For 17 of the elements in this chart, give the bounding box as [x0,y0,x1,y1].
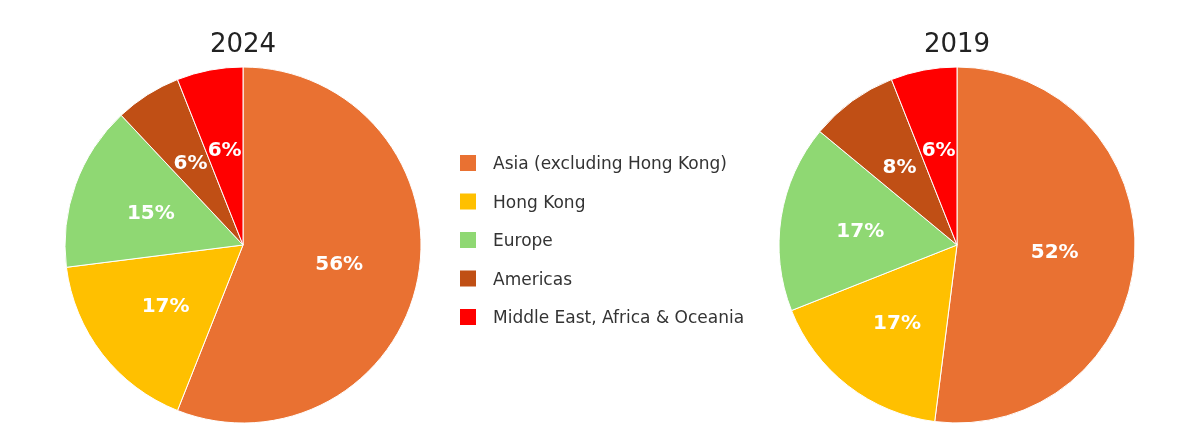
chart-title: 2019 [923,28,991,58]
data-label: 8% [882,153,917,178]
data-label: 17% [141,293,190,317]
legend-label: Americas [493,268,573,289]
legend-label: Europe [493,230,553,250]
data-label: 6% [921,136,956,161]
legend-label: Hong Kong [493,191,586,212]
data-label: 52% [1030,239,1079,264]
data-label: 6% [173,150,208,175]
legend-label: Middle East, Africa & Oceania [493,307,745,327]
data-label: 17% [836,217,885,242]
data-label: 17% [873,310,921,335]
data-label: 6% [207,136,242,161]
chart-title: 2024 [209,28,277,58]
data-label: 56% [315,251,364,276]
data-label: 15% [126,199,175,224]
legend-label: Asia (excluding Hong Kong) [493,153,727,173]
